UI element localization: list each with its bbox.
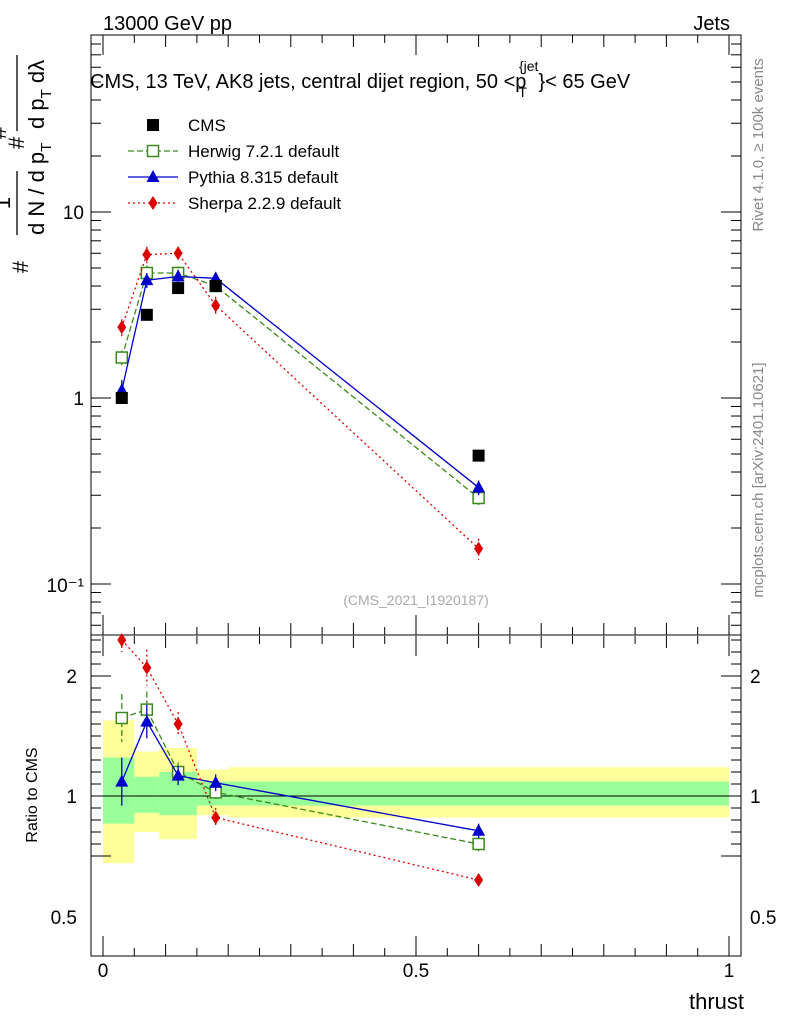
ratio-ytick-right-label-2: 2: [750, 667, 761, 688]
series-cms: [115, 280, 485, 462]
x-axis-label: thrust: [689, 989, 744, 1014]
data-point-sherpa-2-2-9-default: [211, 298, 221, 313]
data-point-cms: [140, 308, 153, 321]
ratio-point-sherpa-2-2-9-default: [211, 810, 221, 825]
data-point-pythia-8-315-default: [140, 273, 154, 286]
legend-label: Sherpa 2.2.9 default: [188, 194, 341, 213]
category-label: Jets: [693, 13, 730, 35]
legend-marker: [146, 144, 160, 158]
plot-title: CMS, 13 TeV, AK8 jets, central dijet reg…: [90, 58, 631, 100]
legend-entry-cms: CMS: [147, 116, 226, 135]
legend-marker: [146, 170, 160, 182]
mcplots-label: mcplots.cern.ch [arXiv:2401.10621]: [750, 362, 767, 597]
data-point-herwig-7-2-1-default: [115, 351, 129, 364]
rivet-label: Rivet 4.1.0, ≥ 100k events: [750, 58, 767, 231]
ratio-point-sherpa-2-2-9-default: [142, 660, 152, 675]
ratio-series-pythia-8-315-default: [115, 704, 486, 838]
legend-label: CMS: [188, 116, 226, 135]
ratio-point-herwig-7-2-1-default: [115, 711, 129, 725]
data-point-cms: [115, 392, 128, 404]
ylabel-one: 1: [0, 197, 15, 209]
x-axis-ticks: [102, 35, 730, 956]
main-series-group: [115, 246, 486, 560]
ratio-point-sherpa-2-2-9-default: [117, 633, 127, 647]
analysis-label: (CMS_2021_I1920187): [343, 592, 489, 608]
ylabel-hash-2: #: [4, 136, 29, 149]
stat-uncertainty-band-0: [103, 757, 135, 824]
ratio-point-herwig-7-2-1-default: [472, 837, 485, 851]
legend-entry-pythia-8-315-default: Pythia 8.315 default: [128, 168, 339, 187]
data-point-sherpa-2-2-9-default: [117, 320, 127, 335]
data-point-cms: [172, 282, 185, 295]
ratio-point-pythia-8-315-default: [472, 823, 486, 836]
data-point-sherpa-2-2-9-default: [142, 247, 152, 262]
data-point-cms: [209, 280, 222, 293]
ratio-ytick-right-label-0p5: 0.5: [750, 908, 776, 929]
series-line-herwig-7-2-1-default: [121, 272, 480, 499]
ratio-series-group: [115, 633, 486, 887]
xtick-label-1: 1: [724, 961, 735, 982]
data-point-sherpa-2-2-9-default: [173, 246, 183, 261]
ratio-axis-ticks: [91, 639, 741, 857]
ratio-point-pythia-8-315-default: [171, 768, 185, 781]
main-axis-label: # 1 d N / d pT # d2N d pT dλ #: [0, 55, 55, 273]
ylabel-hash: #: [8, 260, 33, 273]
data-point-cms: [472, 449, 485, 462]
ylabel-dn: d N / d pT: [24, 143, 55, 235]
main-ytick-label-1: 1: [73, 389, 84, 410]
ratio-point-pythia-8-315-default: [209, 775, 223, 788]
legend-label: Pythia 8.315 default: [188, 168, 339, 187]
legend-marker: [148, 196, 158, 210]
ylabel-hash-3: #: [0, 126, 11, 139]
ratio-uncertainty-bands: [103, 720, 729, 864]
legend-entry-sherpa-2-2-9-default: Sherpa 2.2.9 default: [128, 194, 341, 213]
xtick-label-0: 0: [98, 961, 109, 982]
data-point-pythia-8-315-default: [171, 269, 185, 282]
ratio-line-herwig-7-2-1-default: [121, 708, 479, 845]
data-point-sherpa-2-2-9-default: [474, 541, 484, 556]
stat-uncertainty-band-4: [228, 781, 729, 806]
ratio-point-sherpa-2-2-9-default: [173, 717, 183, 731]
series-pythia-8-315-default: [115, 269, 486, 496]
ratio-point-pythia-8-315-default: [115, 774, 129, 787]
main-axis-ticks: [91, 43, 741, 626]
energy-label: 13000 GeV pp: [103, 13, 232, 35]
ylabel-den2: d pT dλ: [24, 60, 55, 129]
series-herwig-7-2-1-default: [115, 265, 485, 507]
ratio-ytick-right-label-1: 1: [750, 787, 761, 808]
legend-label: Herwig 7.2.1 default: [188, 142, 339, 161]
legend-entry-herwig-7-2-1-default: Herwig 7.2.1 default: [128, 142, 339, 161]
legend-marker: [147, 119, 159, 131]
legend: CMS Herwig 7.2.1 default Pythia 8.315 defa…: [128, 116, 341, 213]
ratio-ytick-label-2: 2: [66, 667, 77, 688]
series-sherpa-2-2-9-default: [117, 246, 484, 560]
series-line-sherpa-2-2-9-default: [121, 252, 480, 550]
ratio-point-sherpa-2-2-9-default: [474, 873, 484, 887]
main-ytick-label-10: 10: [63, 203, 84, 224]
series-line-pythia-8-315-default: [121, 275, 480, 489]
ratio-ytick-label-0p5: 0.5: [51, 908, 77, 929]
ratio-ytick-label-1: 1: [66, 787, 77, 808]
ratio-series-sherpa-2-2-9-default: [117, 633, 484, 887]
ratio-axis-label: Ratio to CMS: [24, 747, 41, 842]
main-ytick-label-0p1: 10⁻¹: [47, 576, 85, 597]
data-point-pythia-8-315-default: [472, 480, 486, 493]
stat-uncertainty-band-1: [134, 776, 160, 813]
xtick-label-0p5: 0.5: [403, 961, 429, 982]
ratio-point-pythia-8-315-default: [140, 714, 154, 727]
